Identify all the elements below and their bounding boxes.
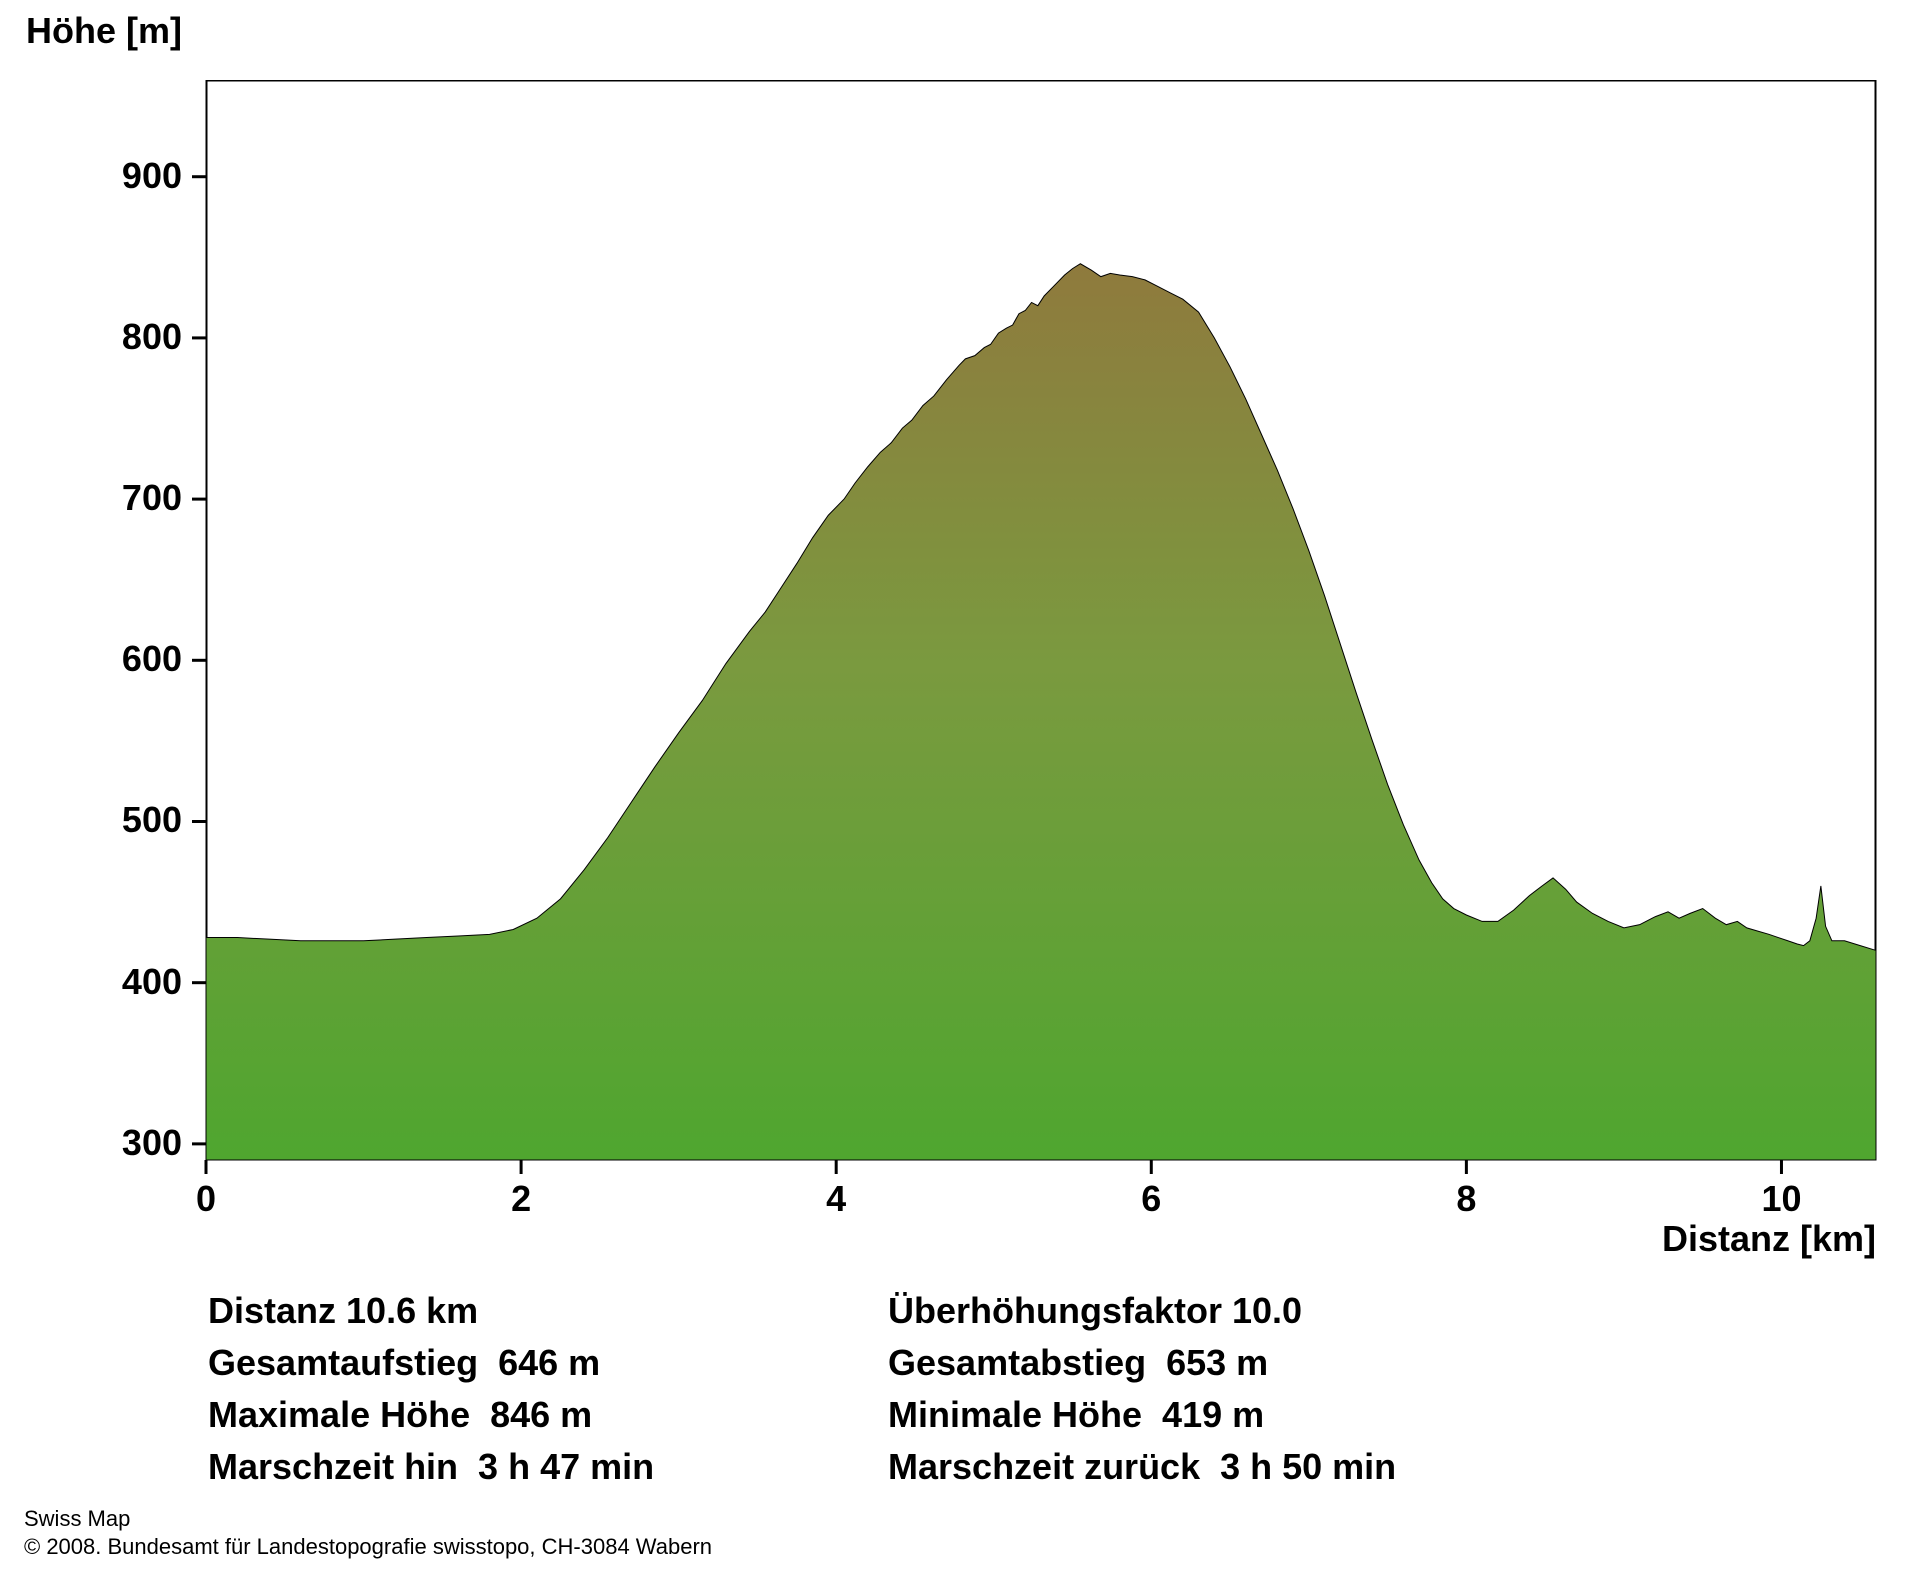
y-tick-label: 500 (86, 799, 182, 841)
x-axis-title: Distanz [km] (1616, 1218, 1876, 1260)
y-tick-label: 600 (86, 638, 182, 680)
footer-line1: Swiss Map (24, 1505, 712, 1533)
stats-row: Gesamtaufstieg 646 m Gesamtabstieg 653 m (208, 1342, 1708, 1384)
x-ticks (206, 1160, 1781, 1174)
stats-row: Marschzeit hin 3 h 47 min Marschzeit zur… (208, 1446, 1708, 1488)
stats-area: Distanz 10.6 km Überhöhungsfaktor 10.0 G… (208, 1290, 1708, 1498)
footer-line2: © 2008. Bundesamt für Landestopografie s… (24, 1533, 712, 1561)
x-tick-label: 8 (1426, 1178, 1506, 1220)
stat-descent: Gesamtabstieg 653 m (888, 1342, 1708, 1384)
stat-max-elevation: Maximale Höhe 846 m (208, 1394, 888, 1436)
stat-exaggeration: Überhöhungsfaktor 10.0 (888, 1290, 1708, 1332)
x-tick-label: 2 (481, 1178, 561, 1220)
x-tick-label: 4 (796, 1178, 876, 1220)
page-container: Höhe [m] 300 400 500 600 700 800 900 0 2 4 6 8 10 D… (0, 0, 1920, 1572)
y-tick-label: 700 (86, 477, 182, 519)
stat-distance: Distanz 10.6 km (208, 1290, 888, 1332)
x-tick-label: 6 (1111, 1178, 1191, 1220)
stat-ascent: Gesamtaufstieg 646 m (208, 1342, 888, 1384)
y-tick-label: 900 (86, 155, 182, 197)
elevation-chart (190, 80, 1878, 1178)
stat-time-out: Marschzeit hin 3 h 47 min (208, 1446, 888, 1488)
stat-time-back: Marschzeit zurück 3 h 50 min (888, 1446, 1708, 1488)
y-ticks (192, 177, 206, 1144)
y-tick-label: 400 (86, 961, 182, 1003)
stat-min-elevation: Minimale Höhe 419 m (888, 1394, 1708, 1436)
x-tick-label: 0 (166, 1178, 246, 1220)
footer-attribution: Swiss Map © 2008. Bundesamt für Landesto… (24, 1505, 712, 1560)
stats-row: Maximale Höhe 846 m Minimale Höhe 419 m (208, 1394, 1708, 1436)
y-tick-label: 300 (86, 1122, 182, 1164)
y-tick-label: 800 (86, 316, 182, 358)
stats-row: Distanz 10.6 km Überhöhungsfaktor 10.0 (208, 1290, 1708, 1332)
y-axis-title: Höhe [m] (26, 10, 182, 52)
x-tick-label: 10 (1741, 1178, 1821, 1220)
